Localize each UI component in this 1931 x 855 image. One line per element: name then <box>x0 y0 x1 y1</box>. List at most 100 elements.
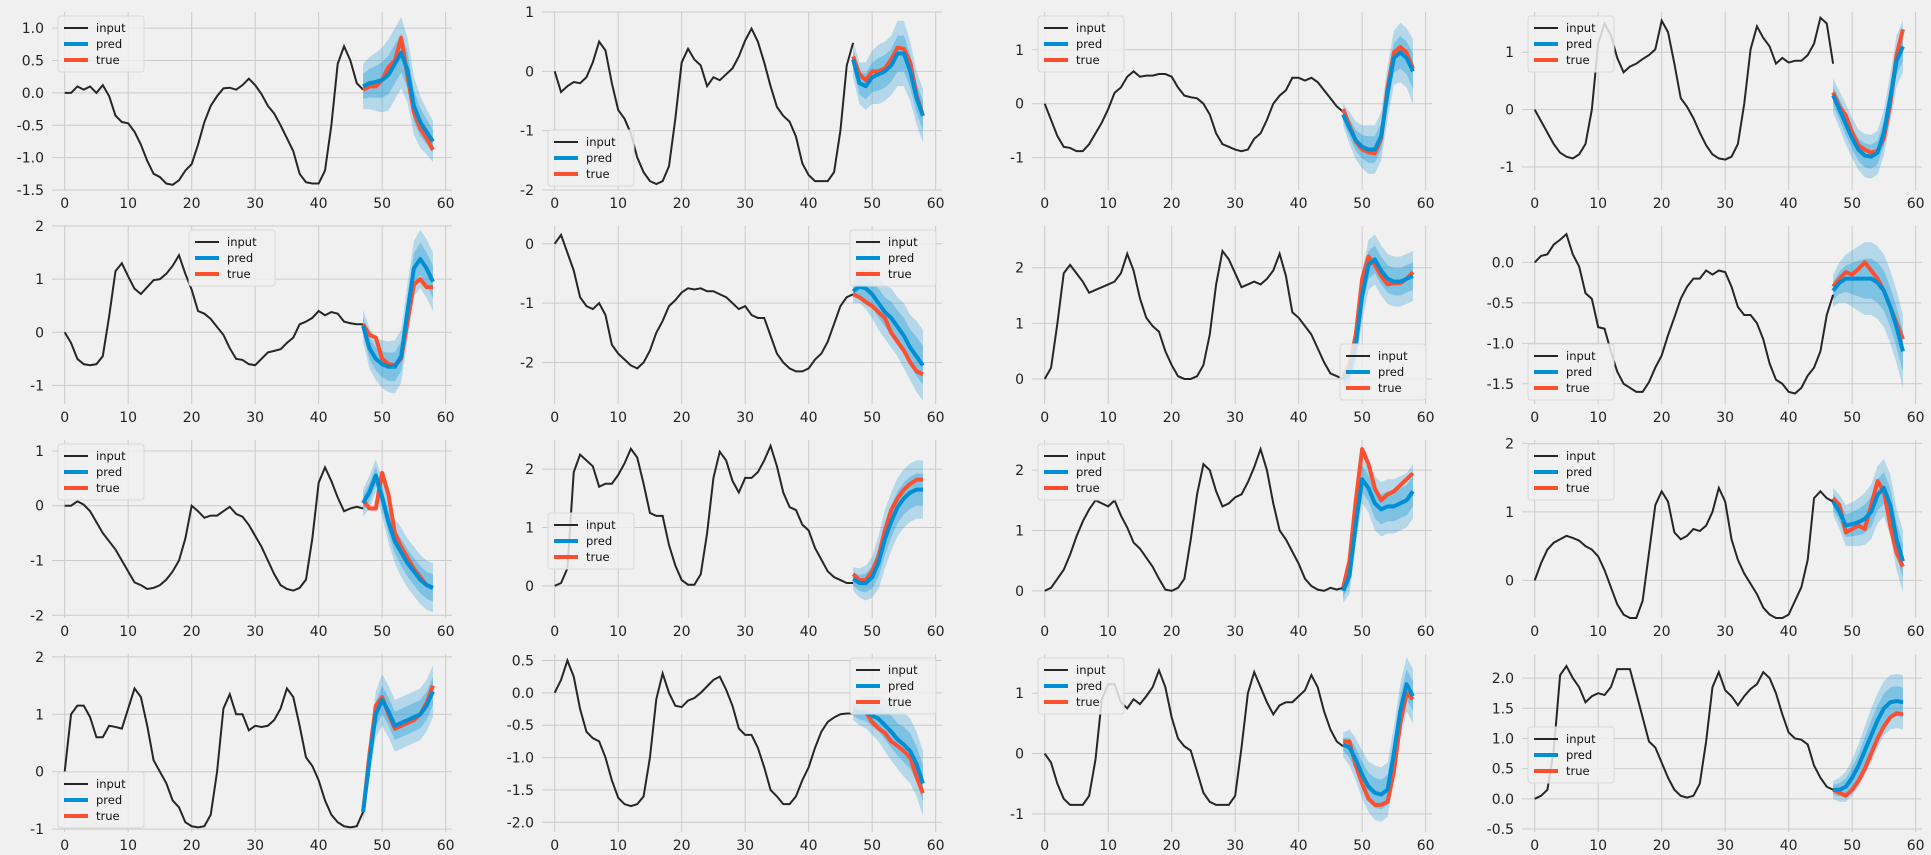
legend-label-input: input <box>96 21 126 35</box>
legend-label-true: true <box>1076 481 1100 495</box>
x-tick-label: 10 <box>1589 838 1607 854</box>
y-tick-label: 0 <box>1505 573 1514 589</box>
pred-line <box>1833 699 1904 792</box>
y-tick-label: -0.5 <box>1487 822 1514 838</box>
true-line <box>362 35 435 151</box>
legend-label-input: input <box>1076 663 1106 677</box>
x-tick-label: 40 <box>310 196 328 212</box>
true-line <box>1341 447 1415 589</box>
y-tick-label: -1 <box>30 378 44 394</box>
legend-label-pred: pred <box>96 793 122 807</box>
legend-label-true: true <box>888 695 912 709</box>
x-tick-label: 50 <box>373 838 391 854</box>
legend-label-true: true <box>96 809 120 823</box>
x-tick-label: 50 <box>373 410 391 426</box>
subplot-15: 0 10 20 30 40 50 60 -1 0 1 input pred true <box>1010 654 1435 854</box>
x-tick-label: 40 <box>800 410 818 426</box>
y-tick-label: -1 <box>1010 151 1024 167</box>
subplot-6: 0 10 20 30 40 50 60 -2 -1 0 input pred true <box>520 226 945 426</box>
subplot-10: 0 10 20 30 40 50 60 0 1 2 input pred true <box>525 440 945 640</box>
legend-label-input: input <box>888 663 918 677</box>
y-tick-label: 1 <box>1015 686 1024 702</box>
x-tick-label: 50 <box>373 624 391 640</box>
x-tick-label: 30 <box>1716 838 1734 854</box>
y-tick-label: 2 <box>35 219 44 235</box>
x-tick-label: 30 <box>1716 196 1734 212</box>
legend: input pred true <box>849 229 937 287</box>
true-line <box>1832 711 1904 798</box>
true-line <box>852 292 924 377</box>
input-line <box>1043 70 1344 153</box>
legend-label-input: input <box>1566 349 1596 363</box>
legend-label-true: true <box>888 267 912 281</box>
input-line <box>553 657 854 808</box>
legend-label-pred: pred <box>1076 37 1102 51</box>
x-tick-label: 0 <box>1530 838 1539 854</box>
pred-band-inner <box>1833 258 1903 372</box>
x-tick-label: 50 <box>1843 838 1861 854</box>
y-tick-label: 0.5 <box>22 54 44 70</box>
subplot-9: 0 10 20 30 40 50 60 -2 -1 0 1 input pred true <box>30 440 455 640</box>
y-tick-label: 0.0 <box>1492 255 1514 271</box>
legend-label-pred: pred <box>1566 465 1592 479</box>
y-tick-label: 2 <box>525 462 534 478</box>
x-tick-label: 40 <box>1290 624 1308 640</box>
x-tick-label: 60 <box>437 624 455 640</box>
pred-line <box>361 256 435 369</box>
x-tick-label: 30 <box>736 624 754 640</box>
x-tick-label: 20 <box>1653 838 1671 854</box>
x-tick-label: 50 <box>1353 196 1371 212</box>
y-tick-label: 1.0 <box>22 21 44 37</box>
subplot-7: 0 10 20 30 40 50 60 0 1 2 input pred true <box>1015 226 1435 426</box>
x-tick-label: 10 <box>1099 410 1117 426</box>
legend: input pred true <box>1037 15 1125 73</box>
x-tick-label: 20 <box>1653 410 1671 426</box>
legend: input pred true <box>1527 15 1615 73</box>
input-line <box>553 232 854 373</box>
x-tick-label: 0 <box>550 838 559 854</box>
x-tick-label: 30 <box>1226 624 1244 640</box>
pred-band-outer <box>853 696 923 816</box>
subplot-1: 0 10 20 30 40 50 60 -1.5 -1.0 -0.5 0.0 0.5 1.0 input p… <box>17 12 455 212</box>
x-tick-label: 20 <box>1163 838 1181 854</box>
legend: input pred true <box>1037 443 1125 501</box>
input-line <box>63 686 365 829</box>
legend-label-input: input <box>1566 21 1596 35</box>
x-tick-label: 20 <box>183 838 201 854</box>
y-tick-label: 1 <box>1505 45 1514 61</box>
x-tick-label: 20 <box>1653 196 1671 212</box>
x-tick-label: 40 <box>1290 410 1308 426</box>
input-line <box>1043 248 1344 380</box>
pred-band-inner <box>1343 36 1413 163</box>
x-tick-label: 10 <box>1099 838 1117 854</box>
legend-label-input: input <box>1076 21 1106 35</box>
legend: input pred true <box>547 512 635 570</box>
input-line <box>63 252 364 367</box>
y-tick-label: -2 <box>30 608 44 624</box>
legend-label-pred: pred <box>1076 465 1102 479</box>
x-tick-label: 50 <box>863 410 881 426</box>
pred-band-inner <box>363 677 433 819</box>
x-tick-label: 40 <box>800 624 818 640</box>
y-tick-label: 0 <box>525 579 534 595</box>
x-tick-label: 0 <box>60 410 69 426</box>
subplot-5: 0 10 20 30 40 50 60 -1 0 1 2 input pred true <box>30 219 455 426</box>
y-tick-label: -1.5 <box>507 783 534 799</box>
x-tick-label: 50 <box>1843 196 1861 212</box>
y-tick-label: 1 <box>35 444 44 460</box>
legend-label-true: true <box>1566 53 1590 67</box>
y-tick-label: 0.5 <box>512 653 534 669</box>
subplot-4: 0 10 20 30 40 50 60 -1 0 1 input pred true <box>1500 12 1925 212</box>
x-tick-label: 60 <box>927 838 945 854</box>
y-tick-label: -1 <box>30 553 44 569</box>
y-tick-label: -1 <box>30 822 44 838</box>
x-tick-label: 40 <box>310 410 328 426</box>
y-tick-label: -1.5 <box>17 183 44 199</box>
x-tick-label: 0 <box>60 624 69 640</box>
x-tick-label: 0 <box>1530 410 1539 426</box>
y-tick-label: 1 <box>1505 505 1514 521</box>
y-tick-label: 0 <box>1015 97 1024 113</box>
y-tick-label: 0 <box>35 325 44 341</box>
y-tick-label: -2 <box>520 355 534 371</box>
pred-line <box>1831 276 1905 352</box>
